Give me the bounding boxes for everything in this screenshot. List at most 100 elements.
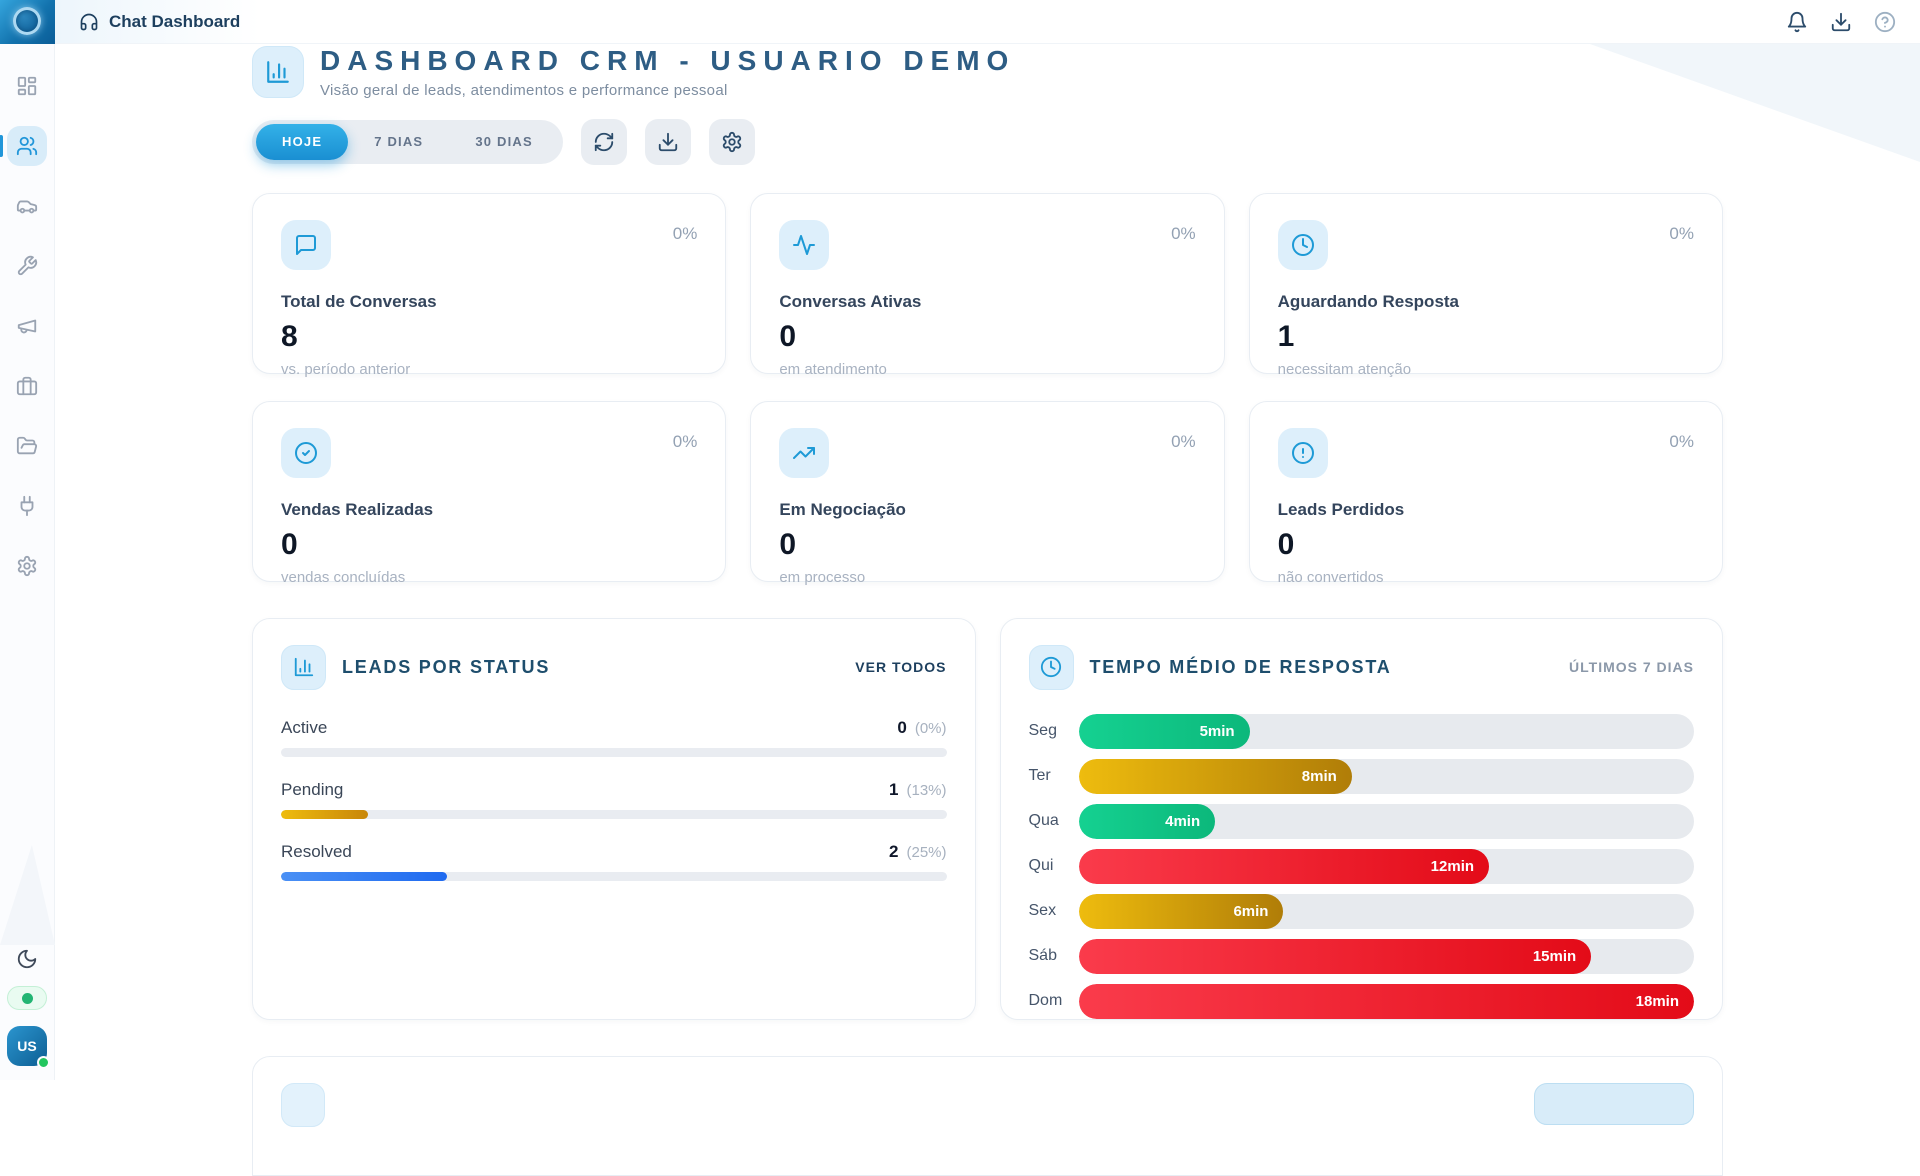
stat-card-conversas-ativas: 0% Conversas Ativas 0 em atendimento: [750, 193, 1224, 374]
stat-label: Conversas Ativas: [779, 292, 1195, 312]
settings-button[interactable]: [709, 119, 755, 165]
period-button-hoje[interactable]: HOJE: [256, 124, 348, 160]
lead-status-count: 1: [889, 780, 898, 800]
stat-trend-badge: 0%: [1171, 224, 1196, 244]
response-bar-track: 5min: [1079, 714, 1695, 749]
sidebar-item-dashboard[interactable]: [7, 66, 47, 106]
stat-trend-badge: 0%: [1669, 224, 1694, 244]
response-time-panel: TEMPO MÉDIO DE RESPOSTA ÚLTIMOS 7 DIAS S…: [1000, 618, 1724, 1020]
response-bar-fill: 15min: [1079, 939, 1592, 974]
app-logo[interactable]: [0, 0, 55, 44]
gear-icon: [721, 131, 743, 153]
stat-value: 0: [779, 320, 1195, 354]
next-section-card: [252, 1056, 1723, 1176]
help-icon[interactable]: [1874, 11, 1896, 33]
download-icon[interactable]: [1830, 11, 1852, 33]
day-label: Ter: [1029, 767, 1079, 785]
stat-trend-badge: 0%: [673, 224, 698, 244]
response-bar-track: 12min: [1079, 849, 1695, 884]
stat-value: 0: [281, 528, 697, 562]
lead-status-row-pending: Pending 1 (13%): [281, 780, 947, 819]
lead-status-row-active: Active 0 (0%): [281, 718, 947, 757]
period-button-30dias[interactable]: 30 DIAS: [449, 124, 559, 160]
sidebar-item-files[interactable]: [7, 426, 47, 466]
sidebar-item-campaigns[interactable]: [7, 306, 47, 346]
alert-circle-icon: [1278, 428, 1328, 478]
refresh-icon: [593, 131, 615, 153]
stat-card-total-conversas: 0% Total de Conversas 8 vs. período ante…: [252, 193, 726, 374]
section-action-button[interactable]: [1534, 1083, 1694, 1125]
response-bar-fill: 18min: [1079, 984, 1695, 1019]
response-bars: Seg 5min Ter 8min: [1029, 714, 1695, 1019]
response-bar-fill: 12min: [1079, 849, 1490, 884]
response-value-label: 12min: [1431, 858, 1474, 875]
response-row-dom: Dom 18min: [1029, 984, 1695, 1019]
toolbar: HOJE 7 DIAS 30 DIAS: [252, 119, 1723, 165]
refresh-button[interactable]: [581, 119, 627, 165]
lead-status-count: 0: [897, 718, 906, 738]
sidebar-item-tools[interactable]: [7, 246, 47, 286]
sidebar-item-business[interactable]: [7, 366, 47, 406]
layout-grid-icon: [16, 75, 38, 97]
bar-chart-icon: [281, 645, 326, 690]
moon-icon[interactable]: [16, 948, 38, 970]
response-row-qui: Qui 12min: [1029, 849, 1695, 884]
day-label: Sáb: [1029, 947, 1079, 965]
stat-label: Total de Conversas: [281, 292, 697, 312]
response-bar-fill: 5min: [1079, 714, 1250, 749]
sidebar-bottom: US: [7, 948, 47, 1066]
response-bar-track: 8min: [1079, 759, 1695, 794]
avatar-initials: US: [17, 1038, 36, 1054]
main-area: DASHBOARD CRM - USUARIO DEMO Visão geral…: [55, 44, 1920, 1080]
response-bar-track: 15min: [1079, 939, 1695, 974]
topbar-actions: [1786, 11, 1920, 33]
response-value-label: 6min: [1233, 903, 1268, 920]
response-bar-fill: 8min: [1079, 759, 1352, 794]
lead-status-percent: (0%): [915, 720, 947, 737]
panels-row: LEADS POR STATUS VER TODOS Active 0 (0%): [252, 618, 1723, 1020]
page-header: DASHBOARD CRM - USUARIO DEMO Visão geral…: [252, 46, 1723, 99]
user-avatar[interactable]: US: [7, 1026, 47, 1066]
stat-card-leads-perdidos: 0% Leads Perdidos 0 não convertidos: [1249, 401, 1723, 582]
ver-todos-link[interactable]: VER TODOS: [855, 659, 946, 675]
megaphone-icon: [16, 315, 38, 337]
sidebar-item-settings[interactable]: [7, 546, 47, 586]
sidebar-item-contacts[interactable]: [7, 126, 47, 166]
app-title-group: Chat Dashboard: [79, 12, 240, 32]
response-value-label: 15min: [1533, 948, 1576, 965]
lead-status-bar-track: [281, 872, 947, 881]
app-title: Chat Dashboard: [109, 12, 240, 32]
online-status-toggle[interactable]: [7, 986, 47, 1010]
clock-icon: [1278, 220, 1328, 270]
period-button-7dias[interactable]: 7 DIAS: [348, 124, 449, 160]
stat-value: 0: [779, 528, 1195, 562]
stat-value: 1: [1278, 320, 1694, 354]
stat-cards-grid: 0% Total de Conversas 8 vs. período ante…: [252, 193, 1723, 582]
panel-title: TEMPO MÉDIO DE RESPOSTA: [1090, 657, 1392, 678]
online-dot-icon: [22, 993, 33, 1004]
lead-status-label: Active: [281, 718, 327, 738]
day-label: Qui: [1029, 857, 1079, 875]
response-value-label: 8min: [1302, 768, 1337, 785]
users-icon: [16, 135, 38, 157]
stat-card-aguardando-resposta: 0% Aguardando Resposta 1 necessitam aten…: [1249, 193, 1723, 374]
bell-icon[interactable]: [1786, 11, 1808, 33]
sidebar-item-vehicles[interactable]: [7, 186, 47, 226]
wrench-icon: [16, 255, 38, 277]
stat-note: não convertidos: [1278, 569, 1694, 586]
response-bar-fill: 4min: [1079, 804, 1216, 839]
lead-status-row-resolved: Resolved 2 (25%): [281, 842, 947, 881]
lead-status-label: Resolved: [281, 842, 352, 862]
sidebar-item-integrations[interactable]: [7, 486, 47, 526]
export-button[interactable]: [645, 119, 691, 165]
day-label: Dom: [1029, 992, 1079, 1010]
lead-status-count: 2: [889, 842, 898, 862]
response-value-label: 5min: [1200, 723, 1235, 740]
section-icon: [281, 1083, 325, 1127]
bar-chart-icon: [252, 46, 304, 98]
message-square-icon: [281, 220, 331, 270]
stat-card-vendas-realizadas: 0% Vendas Realizadas 0 vendas concluídas: [252, 401, 726, 582]
headphones-icon: [79, 12, 99, 32]
stat-label: Em Negociação: [779, 500, 1195, 520]
day-label: Seg: [1029, 722, 1079, 740]
